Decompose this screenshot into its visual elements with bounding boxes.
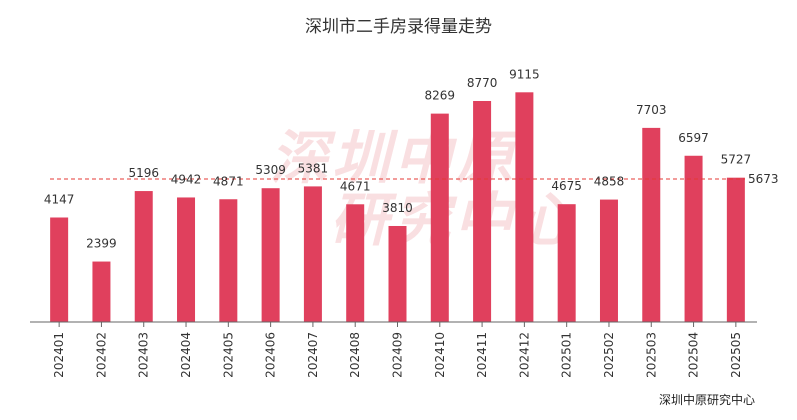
bar <box>92 261 111 322</box>
x-tick-label: 202410 <box>433 332 447 378</box>
x-tick-label: 202412 <box>517 332 531 378</box>
bar-value-label: 4675 <box>551 179 582 193</box>
bar <box>261 188 280 322</box>
bar-value-label: 5196 <box>128 166 159 180</box>
bar <box>515 92 534 322</box>
x-axis: 202401 202402 202403 202404 202405 202406 2024… <box>30 321 757 378</box>
bar-value-label: 4858 <box>594 175 625 189</box>
x-tick-label: 202402 <box>94 332 108 378</box>
bar-value-label: 4942 <box>171 172 202 186</box>
bar-value-label: 6597 <box>678 131 709 145</box>
x-tick-label: 202406 <box>264 332 278 378</box>
bar <box>177 197 196 322</box>
bar <box>726 177 745 322</box>
bar-value-label: 5309 <box>255 163 286 177</box>
bar <box>346 204 365 322</box>
bar <box>473 100 492 322</box>
x-tick-label: 202403 <box>137 332 151 378</box>
x-tick-label: 202505 <box>729 332 743 378</box>
bar <box>303 186 322 322</box>
bar <box>642 127 661 322</box>
average-line-label: 5673 <box>748 172 779 186</box>
bar-value-label: 4671 <box>340 179 371 193</box>
chart-title: 深圳市二手房录得量走势 <box>305 17 492 37</box>
x-tick-label: 202504 <box>687 332 701 378</box>
bar-value-label: 5727 <box>721 153 752 167</box>
x-tick-label: 202404 <box>179 332 193 378</box>
source-note: 深圳中原研究中心 <box>658 393 755 407</box>
bar <box>134 191 153 322</box>
bar <box>219 199 238 322</box>
bar-value-label: 8770 <box>467 76 498 90</box>
bar-value-label: 8269 <box>425 89 456 103</box>
bar <box>388 225 407 322</box>
bar <box>557 204 576 322</box>
bar-value-label: 2399 <box>86 237 117 251</box>
bar-value-label: 7703 <box>636 103 667 117</box>
value-labels-layer: 4147 2399 5196 4942 4871 5309 5381 4671 3810 8269… <box>44 67 751 250</box>
x-tick-label: 202401 <box>52 332 66 378</box>
bar-value-label: 9115 <box>509 67 540 81</box>
x-tick-label: 202405 <box>221 332 235 378</box>
bar-value-label: 4871 <box>213 174 244 188</box>
x-tick-label: 202503 <box>644 332 658 378</box>
x-tick-label: 202502 <box>602 332 616 378</box>
bar <box>430 113 449 322</box>
x-tick-label: 202407 <box>306 332 320 378</box>
bar <box>599 199 618 322</box>
bar-value-label: 3810 <box>382 201 413 215</box>
bar-value-label: 4147 <box>44 192 75 206</box>
x-tick-label: 202409 <box>391 332 405 378</box>
x-tick-label: 202501 <box>560 332 574 378</box>
bars-layer <box>50 92 745 322</box>
bar-value-label: 5381 <box>298 161 329 175</box>
average-line-layer: 5673 <box>50 172 779 186</box>
bar <box>50 217 69 322</box>
x-tick-label: 202411 <box>475 332 489 378</box>
watermark-line-2: 研究中心 <box>330 186 578 254</box>
x-tick-label: 202408 <box>348 332 362 378</box>
bar <box>684 155 703 322</box>
